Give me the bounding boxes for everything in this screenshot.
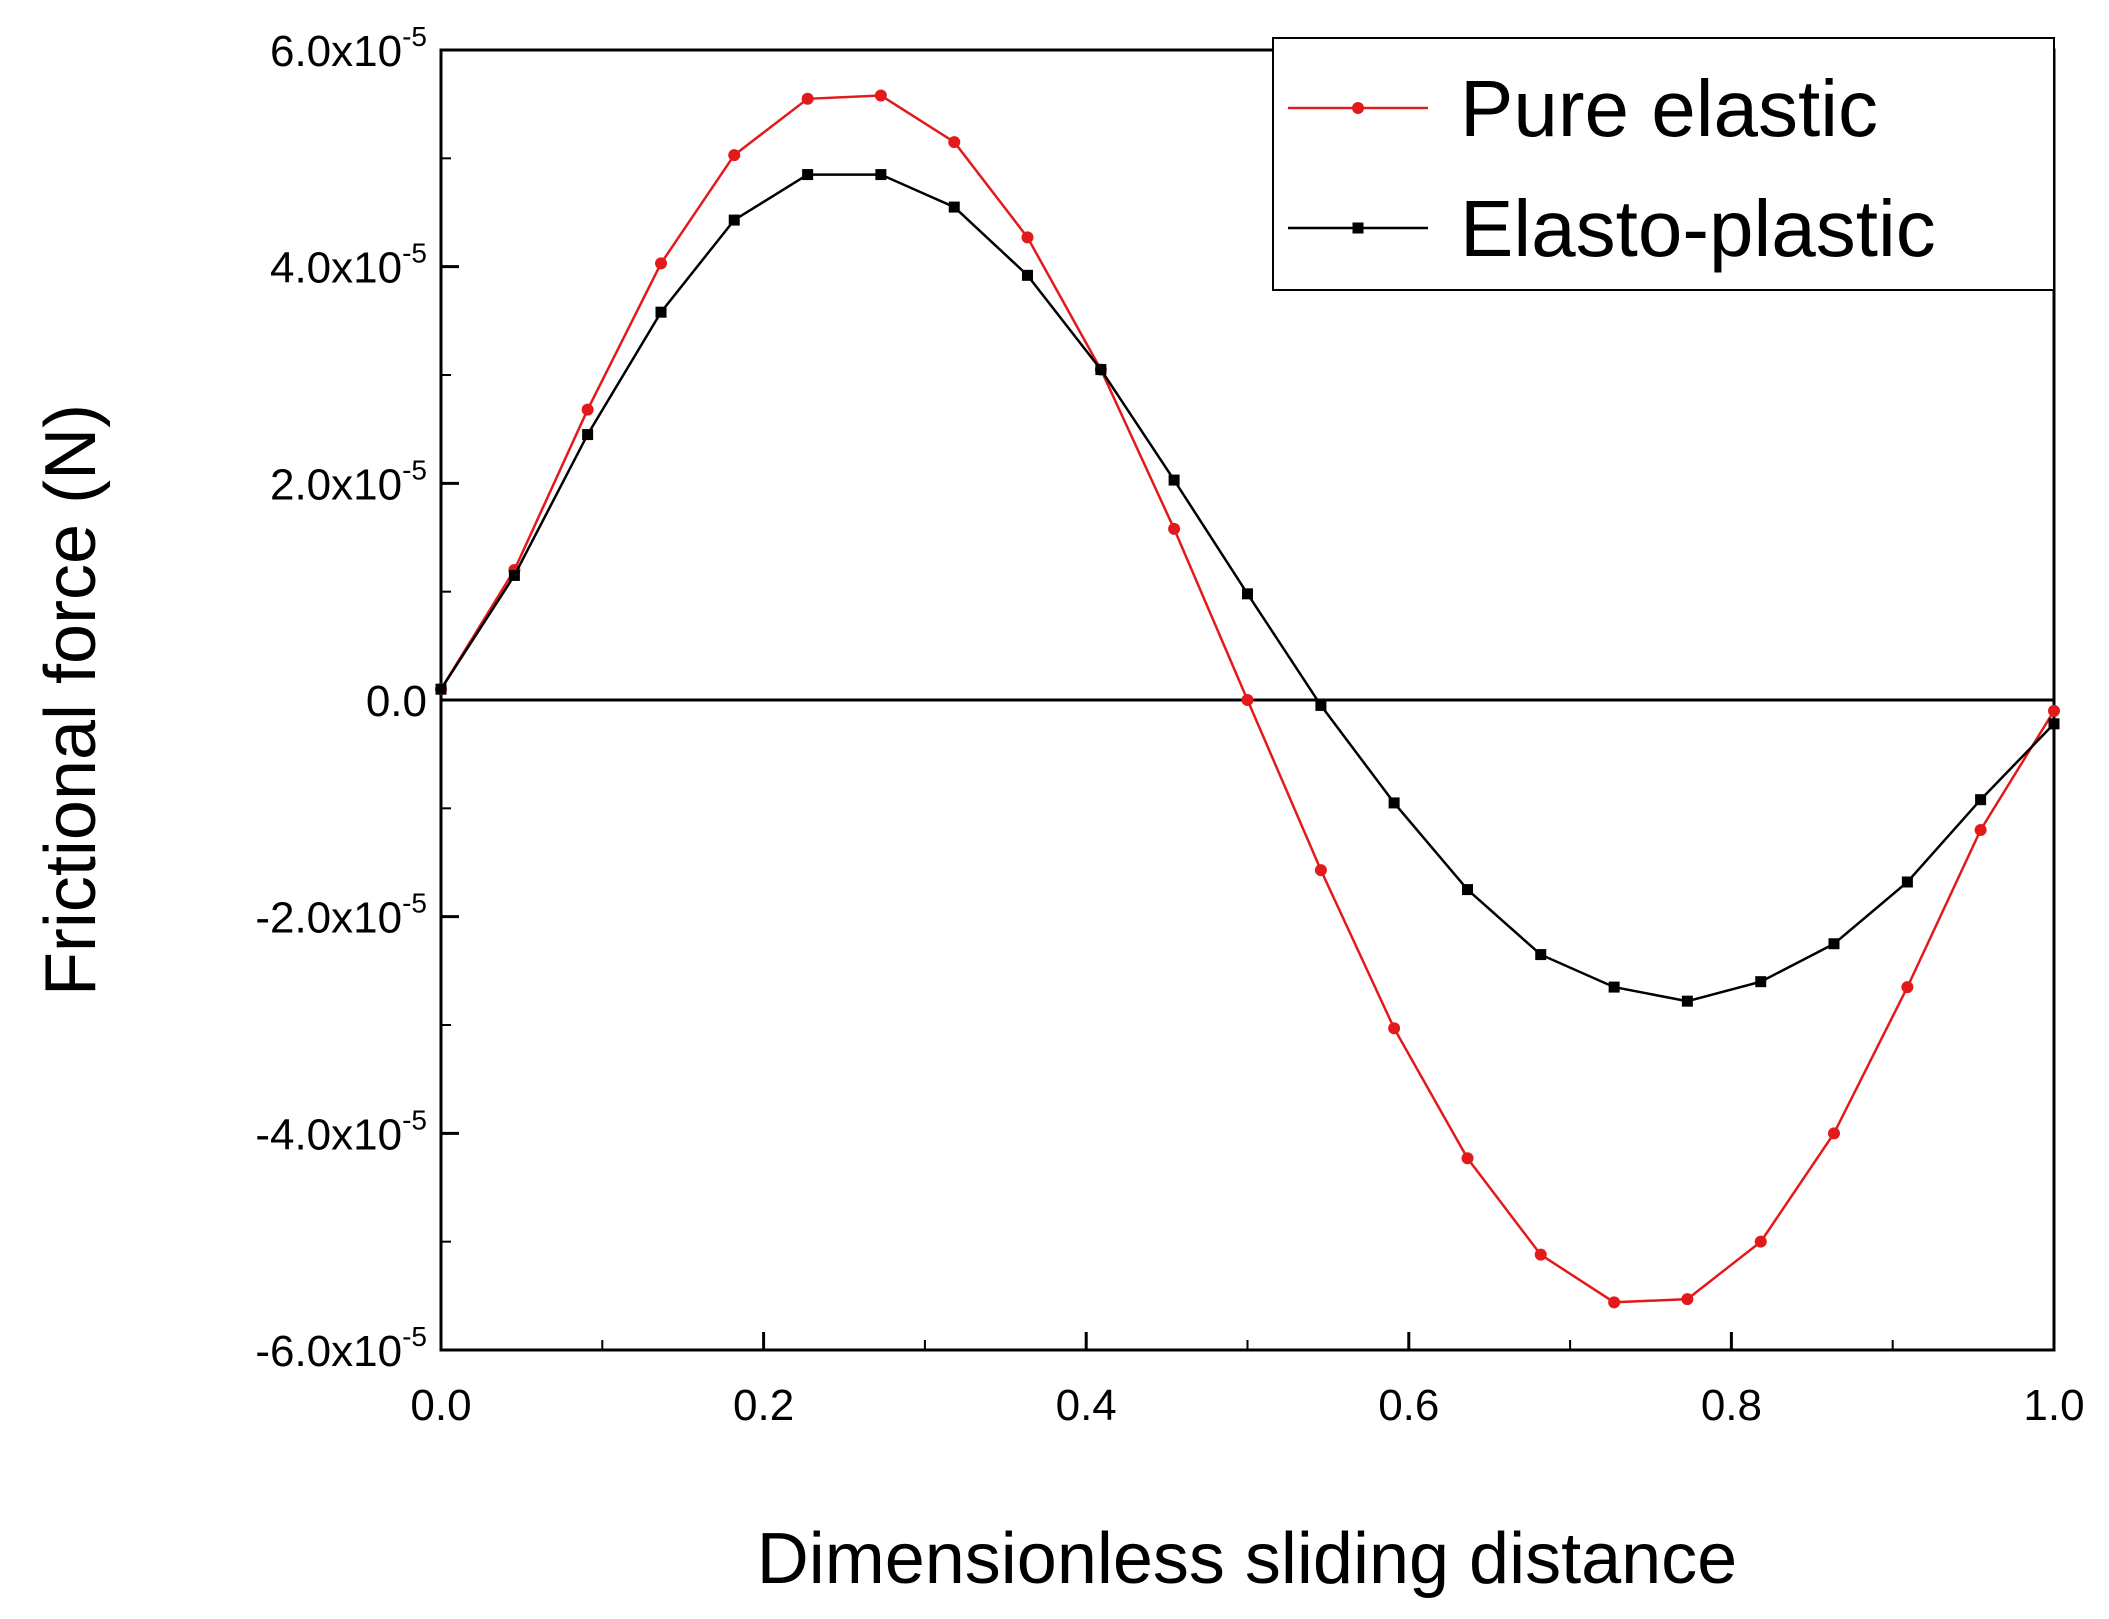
legend-entry-pure-elastic: Pure elastic	[1288, 64, 1878, 153]
legend-entries: Pure elastic Elasto-plastic	[1288, 64, 1936, 273]
data-point	[1315, 699, 1327, 711]
data-point	[1462, 884, 1474, 896]
x-tick-label: 0.2	[733, 1381, 794, 1430]
data-point	[655, 257, 668, 270]
legend-marker	[1352, 222, 1364, 234]
data-point	[2048, 704, 2060, 717]
series-elasto-plastic	[435, 169, 2060, 1007]
data-point	[728, 149, 741, 162]
x-tick-label: 0.0	[410, 1381, 471, 1430]
legend-box	[1272, 37, 2055, 291]
data-point	[581, 403, 594, 416]
data-point	[1461, 1152, 1474, 1165]
y-tick-label: -4.0x10-5	[255, 1104, 427, 1159]
data-point	[1827, 1127, 1840, 1140]
data-point	[1168, 474, 1180, 486]
data-point	[728, 214, 740, 226]
data-point	[582, 429, 594, 441]
series-line-elasto-plastic	[439, 173, 2055, 1003]
data-point	[1901, 981, 1914, 994]
data-point	[874, 89, 887, 102]
data-point	[1314, 864, 1327, 877]
data-point	[1901, 876, 1913, 888]
data-point	[1755, 976, 1767, 988]
data-point	[1535, 949, 1547, 961]
legend-label: Elasto-plastic	[1460, 184, 1936, 273]
data-point	[1095, 364, 1107, 376]
data-point	[948, 201, 960, 213]
data-point	[1021, 269, 1033, 281]
data-point	[1754, 1235, 1767, 1248]
x-ticks: 0.0 0.2 0.4 0.6 0.8 1.0	[410, 1332, 2085, 1430]
data-point	[1681, 1293, 1694, 1306]
data-point	[1974, 824, 1987, 836]
x-tick-label: 0.6	[1378, 1381, 1439, 1430]
legend-marker	[1352, 102, 1364, 114]
data-point	[875, 169, 887, 181]
data-point	[948, 136, 961, 149]
legend: Pure elastic Elasto-plastic	[1272, 37, 2055, 291]
data-point	[802, 169, 814, 181]
legend-label: Pure elastic	[1460, 64, 1878, 153]
plot-area: 0.0 0.2 0.4 0.6 0.8 1.0 6.0x10-5 4.0x10-5 2.0x1…	[255, 21, 2084, 1430]
y-ticks: 6.0x10-5 4.0x10-5 2.0x10-5 0.0 -2.0x10-5 -4.0…	[255, 21, 459, 1376]
y-axis-title: Frictional force (N)	[31, 404, 111, 996]
series-layer	[435, 89, 2060, 1309]
data-point	[1168, 522, 1181, 535]
y-tick-label: 4.0x10-5	[270, 238, 427, 293]
data-point	[801, 92, 814, 105]
data-point	[655, 306, 667, 318]
data-point	[435, 683, 447, 695]
x-tick-label: 0.8	[1701, 1381, 1762, 1430]
data-point	[1828, 938, 1840, 950]
data-point	[1241, 694, 1254, 706]
x-tick-label: 0.4	[1056, 1381, 1117, 1430]
data-point	[508, 569, 520, 581]
legend-entry-elasto-plastic: Elasto-plastic	[1288, 184, 1936, 273]
data-point	[1534, 1248, 1547, 1261]
y-tick-label: -2.0x10-5	[255, 888, 427, 943]
data-point	[1242, 588, 1253, 600]
data-point	[1608, 981, 1620, 993]
x-tick-label: 1.0	[2023, 1381, 2084, 1430]
data-point	[1388, 1022, 1401, 1035]
data-point	[1608, 1296, 1621, 1309]
data-point	[1975, 794, 1987, 806]
y-tick-label: 0.0	[366, 677, 427, 726]
data-point	[2048, 718, 2060, 730]
y-tick-label: 6.0x10-5	[270, 21, 427, 76]
y-tick-label: 2.0x10-5	[270, 454, 427, 509]
x-axis-title: Dimensionless sliding distance	[757, 1519, 1737, 1599]
data-point	[1388, 797, 1400, 809]
data-point	[1021, 231, 1034, 244]
data-point	[1681, 995, 1693, 1007]
y-tick-label: -6.0x10-5	[255, 1321, 427, 1376]
